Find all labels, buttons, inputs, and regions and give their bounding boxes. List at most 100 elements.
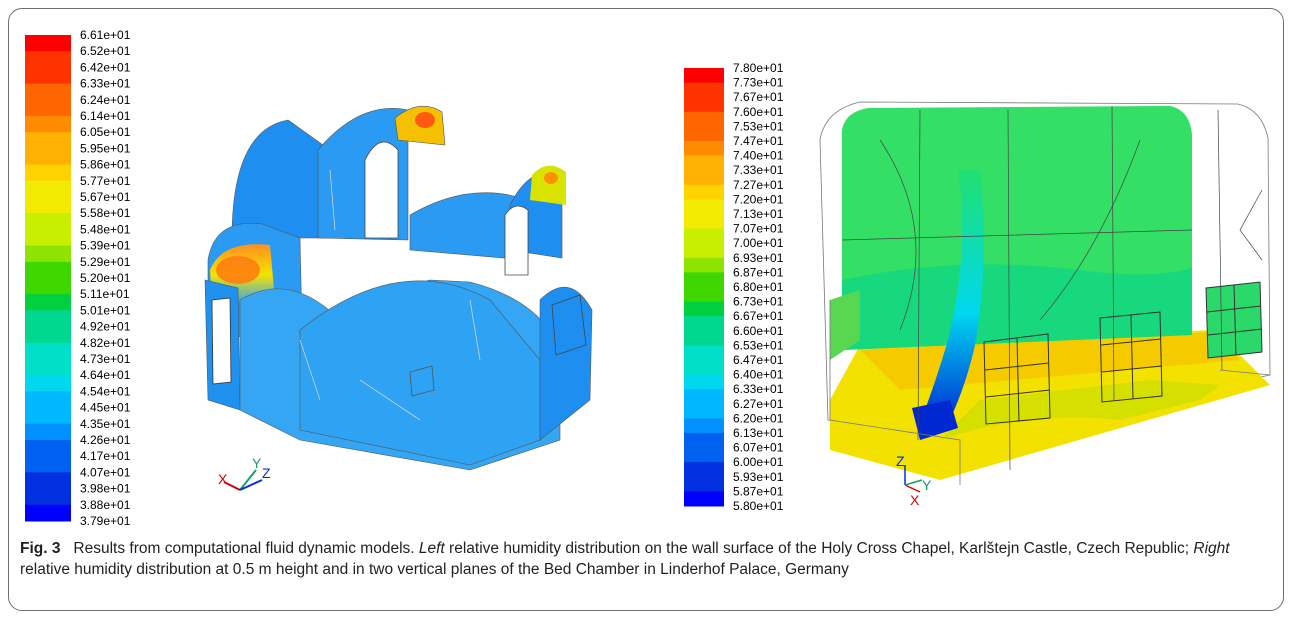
right-colorbar-tick-label: 7.80e+01 xyxy=(733,61,784,75)
left-colorbar-swatch xyxy=(25,83,71,101)
left-colorbar-swatch xyxy=(25,164,71,182)
right-colorbar-tick-label: 6.40e+01 xyxy=(733,368,784,382)
right-colorbar-tick-label: 7.67e+01 xyxy=(733,90,784,104)
chapel-wall-model xyxy=(204,105,593,471)
caption-right-word: Right xyxy=(1193,540,1230,557)
right-colorbar-swatch xyxy=(684,155,724,171)
left-colorbar-tick-label: 5.39e+01 xyxy=(80,239,131,253)
left-colorbar-tick-label: 4.54e+01 xyxy=(80,384,131,398)
window-grids xyxy=(983,281,1263,425)
figure-frame xyxy=(8,8,1284,611)
left-colorbar-tick-label: 6.33e+01 xyxy=(80,77,131,91)
right-colorbar-swatch xyxy=(684,170,724,186)
left-colorbar-swatch xyxy=(25,180,71,198)
right-colorbar-swatch xyxy=(684,462,724,478)
right-colorbar-tick-label: 7.53e+01 xyxy=(733,119,784,133)
left-colorbar-tick-label: 5.48e+01 xyxy=(80,222,131,236)
right-colorbar-tick-label: 6.53e+01 xyxy=(733,338,784,352)
left-colorbar-swatch xyxy=(25,456,71,473)
left-colorbar-swatch xyxy=(25,391,71,409)
right-colorbar-tick-label: 7.27e+01 xyxy=(733,178,784,192)
right-colorbar-swatch xyxy=(684,111,724,127)
right-colorbar-swatch xyxy=(684,243,724,259)
left-colorbar-tick-label: 6.05e+01 xyxy=(80,125,131,139)
right-colorbar-tick-label: 7.47e+01 xyxy=(733,134,784,148)
left-colorbar-tick-label: 5.01e+01 xyxy=(80,303,131,317)
left-colorbar-tick-label: 4.26e+01 xyxy=(80,433,131,447)
left-colorbar-swatch xyxy=(25,99,71,117)
right-colorbar-tick-label: 6.20e+01 xyxy=(733,411,784,425)
right-colorbar-swatch xyxy=(684,287,724,303)
left-colorbar-swatch xyxy=(25,488,71,506)
left-colorbar-tick-label: 6.42e+01 xyxy=(80,60,131,74)
left-colorbar-tick-label: 4.17e+01 xyxy=(80,449,131,463)
right-colorbar-tick-label: 5.80e+01 xyxy=(733,499,784,513)
left-colorbar-swatch xyxy=(25,278,71,295)
left-colorbar-swatch xyxy=(25,504,71,522)
right-axis-triad: Z X Y xyxy=(896,453,932,508)
left-colorbar-tick-label: 5.86e+01 xyxy=(80,158,131,172)
right-colorbar-tick-label: 7.33e+01 xyxy=(733,163,784,177)
left-colorbar-tick-label: 3.98e+01 xyxy=(80,482,131,496)
right-colorbar-swatch xyxy=(684,82,724,98)
left-colorbar-swatch xyxy=(25,197,71,214)
left-colorbar-tick-label: 6.24e+01 xyxy=(80,93,131,107)
right-colorbar-tick-label: 7.60e+01 xyxy=(733,105,784,119)
right-colorbar-tick-label: 6.67e+01 xyxy=(733,309,784,323)
right-axis-z-label: Z xyxy=(896,453,905,469)
right-colorbar-tick-label: 7.73e+01 xyxy=(733,76,784,90)
right-axis-y-label: Y xyxy=(922,477,932,493)
right-colorbar-swatch xyxy=(684,316,724,332)
caption-text-3: relative humidity distribution at 0.5 m … xyxy=(20,561,849,578)
right-colorbar-swatch xyxy=(684,184,724,200)
right-colorbar-swatch xyxy=(684,374,724,390)
right-colorbar-labels: 7.80e+017.73e+017.67e+017.60e+017.53e+01… xyxy=(733,61,784,513)
left-colorbar-tick-label: 4.92e+01 xyxy=(80,320,131,334)
right-colorbar-swatch xyxy=(684,360,724,376)
right-colorbar-swatch xyxy=(684,447,724,463)
left-colorbar-tick-label: 6.52e+01 xyxy=(80,44,131,58)
right-colorbar-swatch xyxy=(684,228,724,244)
right-colorbar-swatch xyxy=(684,330,724,346)
left-colorbar-swatch xyxy=(25,423,71,441)
right-colorbar-swatch xyxy=(684,272,724,288)
left-colorbar-tick-label: 5.77e+01 xyxy=(80,174,131,188)
left-colorbar-swatch xyxy=(25,245,71,263)
left-colorbar-swatch xyxy=(25,229,71,247)
right-colorbar-tick-label: 6.60e+01 xyxy=(733,324,784,338)
left-colorbar-tick-label: 6.14e+01 xyxy=(80,109,131,123)
right-colorbar-swatch xyxy=(684,214,724,230)
left-colorbar-tick-label: 5.95e+01 xyxy=(80,141,131,155)
right-colorbar-tick-label: 7.40e+01 xyxy=(733,149,784,163)
left-colorbar-swatch xyxy=(25,375,71,392)
left-colorbar-labels: 6.61e+01 6.52e+01 6.42e+01 6.33e+01 6.24e+01… xyxy=(80,28,131,528)
left-colorbar-tick-label: 6.61e+01 xyxy=(80,28,131,42)
caption-text-1: Results from computational fluid dynamic… xyxy=(73,540,419,557)
left-colorbar xyxy=(25,35,71,522)
right-colorbar-tick-label: 7.13e+01 xyxy=(733,207,784,221)
right-colorbar-swatch xyxy=(684,389,724,405)
left-colorbar-tick-label: 4.82e+01 xyxy=(80,336,131,350)
right-colorbar-swatch xyxy=(684,418,724,434)
right-axis-x-label: X xyxy=(910,492,920,508)
right-colorbar-swatch xyxy=(684,433,724,449)
left-colorbar-swatch xyxy=(25,310,71,328)
right-colorbar-swatch xyxy=(684,345,724,361)
right-colorbar-swatch xyxy=(684,301,724,317)
right-colorbar-swatch xyxy=(684,126,724,142)
left-axis-triad: X Y Z xyxy=(218,455,271,491)
right-colorbar-tick-label: 6.47e+01 xyxy=(733,353,784,367)
left-colorbar-swatch xyxy=(25,51,71,68)
right-colorbar-tick-label: 7.20e+01 xyxy=(733,192,784,206)
right-colorbar-tick-label: 5.87e+01 xyxy=(733,484,784,498)
left-colorbar-tick-label: 4.45e+01 xyxy=(80,401,131,415)
figure-graphic: 6.61e+01 6.52e+01 6.42e+01 6.33e+01 6.24e+01… xyxy=(25,28,1271,528)
right-colorbar-tick-label: 6.13e+01 xyxy=(733,426,784,440)
right-colorbar-swatch xyxy=(684,97,724,113)
right-colorbar-tick-label: 7.07e+01 xyxy=(733,222,784,236)
left-colorbar-swatch xyxy=(25,359,71,376)
bed-chamber-model xyxy=(819,101,1271,485)
right-colorbar-swatch xyxy=(684,199,724,215)
right-colorbar-swatch xyxy=(684,257,724,273)
caption-left-word: Left xyxy=(418,540,445,557)
